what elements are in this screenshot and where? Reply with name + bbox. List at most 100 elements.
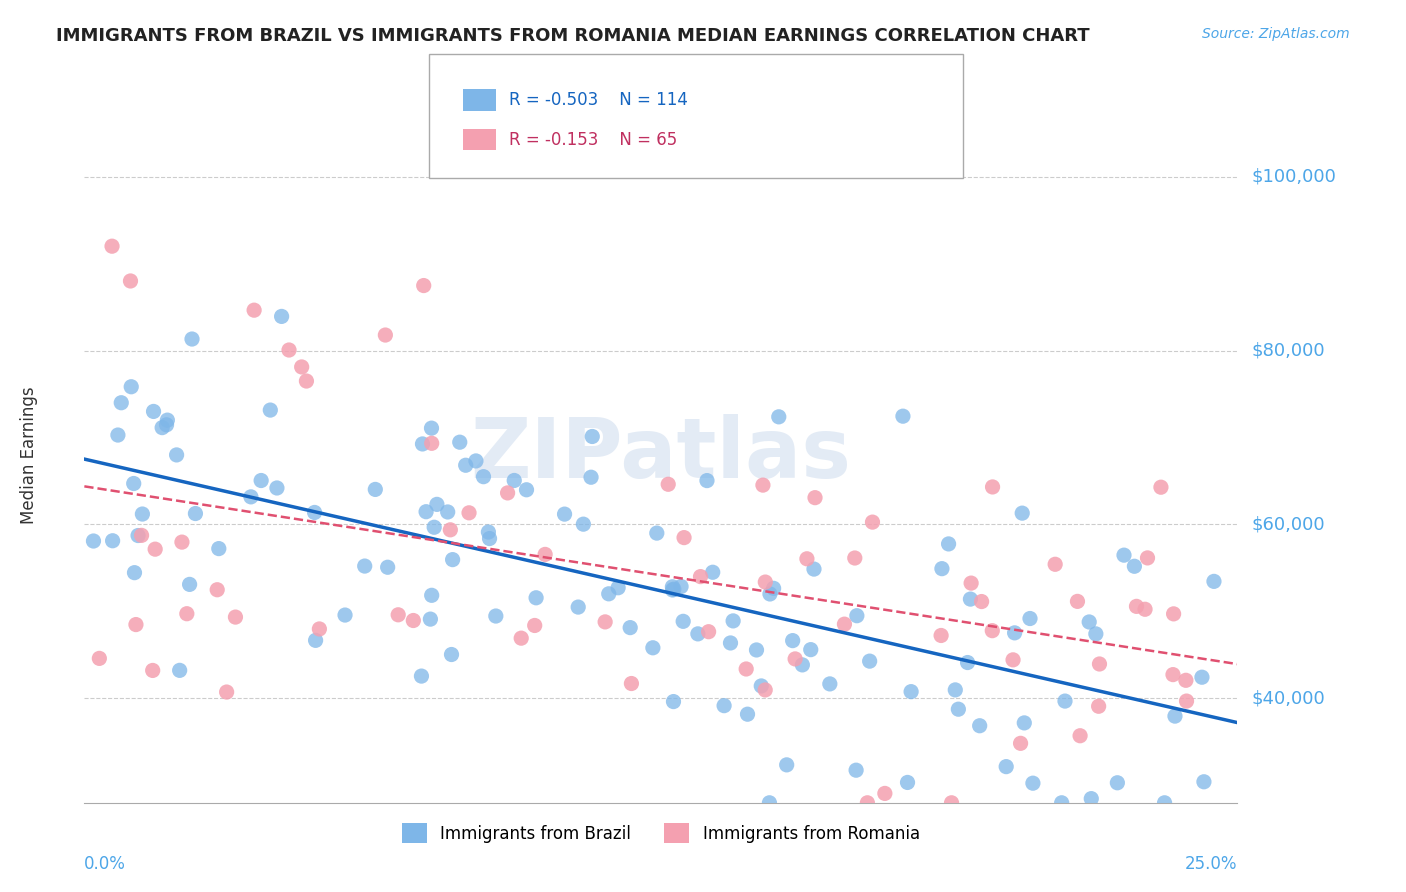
Point <box>1088 657 1111 671</box>
Point <box>593 615 616 629</box>
Point <box>412 278 434 293</box>
Point <box>661 580 683 594</box>
Point <box>449 435 471 450</box>
Point <box>844 551 866 566</box>
Point <box>800 642 823 657</box>
Point <box>554 507 576 521</box>
Text: Median Earnings: Median Earnings <box>20 386 38 524</box>
Point <box>439 523 461 537</box>
Point <box>572 517 595 532</box>
Point <box>1192 774 1215 789</box>
Point <box>1112 548 1135 562</box>
Point <box>900 684 922 698</box>
Text: 0.0%: 0.0% <box>84 855 127 873</box>
Point <box>1050 796 1073 810</box>
Text: R = -0.153    N = 65: R = -0.153 N = 65 <box>509 130 678 148</box>
Point <box>523 618 546 632</box>
Point <box>143 542 166 557</box>
Point <box>792 657 814 672</box>
Point <box>1078 615 1101 629</box>
Text: R = -0.503    N = 114: R = -0.503 N = 114 <box>509 91 688 109</box>
Point <box>142 664 165 678</box>
Point <box>496 486 519 500</box>
Point <box>956 656 979 670</box>
Point <box>645 526 668 541</box>
Point <box>82 534 104 549</box>
Point <box>278 343 301 357</box>
Point <box>856 796 879 810</box>
Point <box>415 505 437 519</box>
Point <box>845 763 868 777</box>
Point <box>752 478 775 492</box>
Point <box>929 628 952 642</box>
Point <box>1022 776 1045 790</box>
Point <box>534 548 557 562</box>
Point <box>1150 480 1173 494</box>
Point <box>943 682 966 697</box>
Text: ZIPatlas: ZIPatlas <box>471 415 851 495</box>
Point <box>1010 736 1032 750</box>
Point <box>101 239 124 253</box>
Point <box>1175 694 1198 708</box>
Point <box>224 610 246 624</box>
Point <box>1004 625 1026 640</box>
Point <box>295 374 318 388</box>
Point <box>436 505 458 519</box>
Point <box>1202 574 1225 589</box>
Point <box>89 651 111 665</box>
Point <box>1087 699 1109 714</box>
Point <box>873 786 896 800</box>
Point <box>387 607 409 622</box>
Text: $80,000: $80,000 <box>1251 342 1324 359</box>
Point <box>862 515 884 529</box>
Point <box>758 796 780 810</box>
Point <box>641 640 664 655</box>
Point <box>1002 653 1025 667</box>
Point <box>402 614 425 628</box>
Point <box>1014 715 1036 730</box>
Point <box>1019 611 1042 625</box>
Point <box>981 480 1004 494</box>
Point <box>938 537 960 551</box>
Point <box>721 614 744 628</box>
Point <box>266 481 288 495</box>
Point <box>270 310 292 324</box>
Point <box>353 559 375 574</box>
Point <box>377 560 399 574</box>
Point <box>110 396 132 410</box>
Point <box>239 490 262 504</box>
Point <box>304 633 326 648</box>
Point <box>420 588 443 602</box>
Point <box>981 624 1004 638</box>
Point <box>176 607 198 621</box>
Point <box>1123 559 1146 574</box>
Point <box>215 685 238 699</box>
Point <box>181 332 204 346</box>
Point <box>1080 791 1102 805</box>
Point <box>845 608 868 623</box>
Point <box>485 609 508 624</box>
Point <box>735 662 758 676</box>
Point <box>122 476 145 491</box>
Point <box>510 631 533 645</box>
Point <box>657 477 679 491</box>
Point <box>1161 667 1184 681</box>
Point <box>477 524 499 539</box>
Point <box>818 677 841 691</box>
Point <box>620 676 643 690</box>
Point <box>131 528 153 542</box>
Point <box>669 580 692 594</box>
Point <box>697 624 720 639</box>
Text: $60,000: $60,000 <box>1251 516 1324 533</box>
Point <box>619 621 641 635</box>
Point <box>581 429 603 443</box>
Point <box>333 608 356 623</box>
Point <box>524 591 547 605</box>
Point <box>759 587 782 601</box>
Point <box>803 562 825 576</box>
Point <box>478 532 501 546</box>
Point <box>155 417 177 432</box>
Point <box>419 612 441 626</box>
Text: Source: ZipAtlas.com: Source: ZipAtlas.com <box>1202 27 1350 41</box>
Point <box>101 533 124 548</box>
